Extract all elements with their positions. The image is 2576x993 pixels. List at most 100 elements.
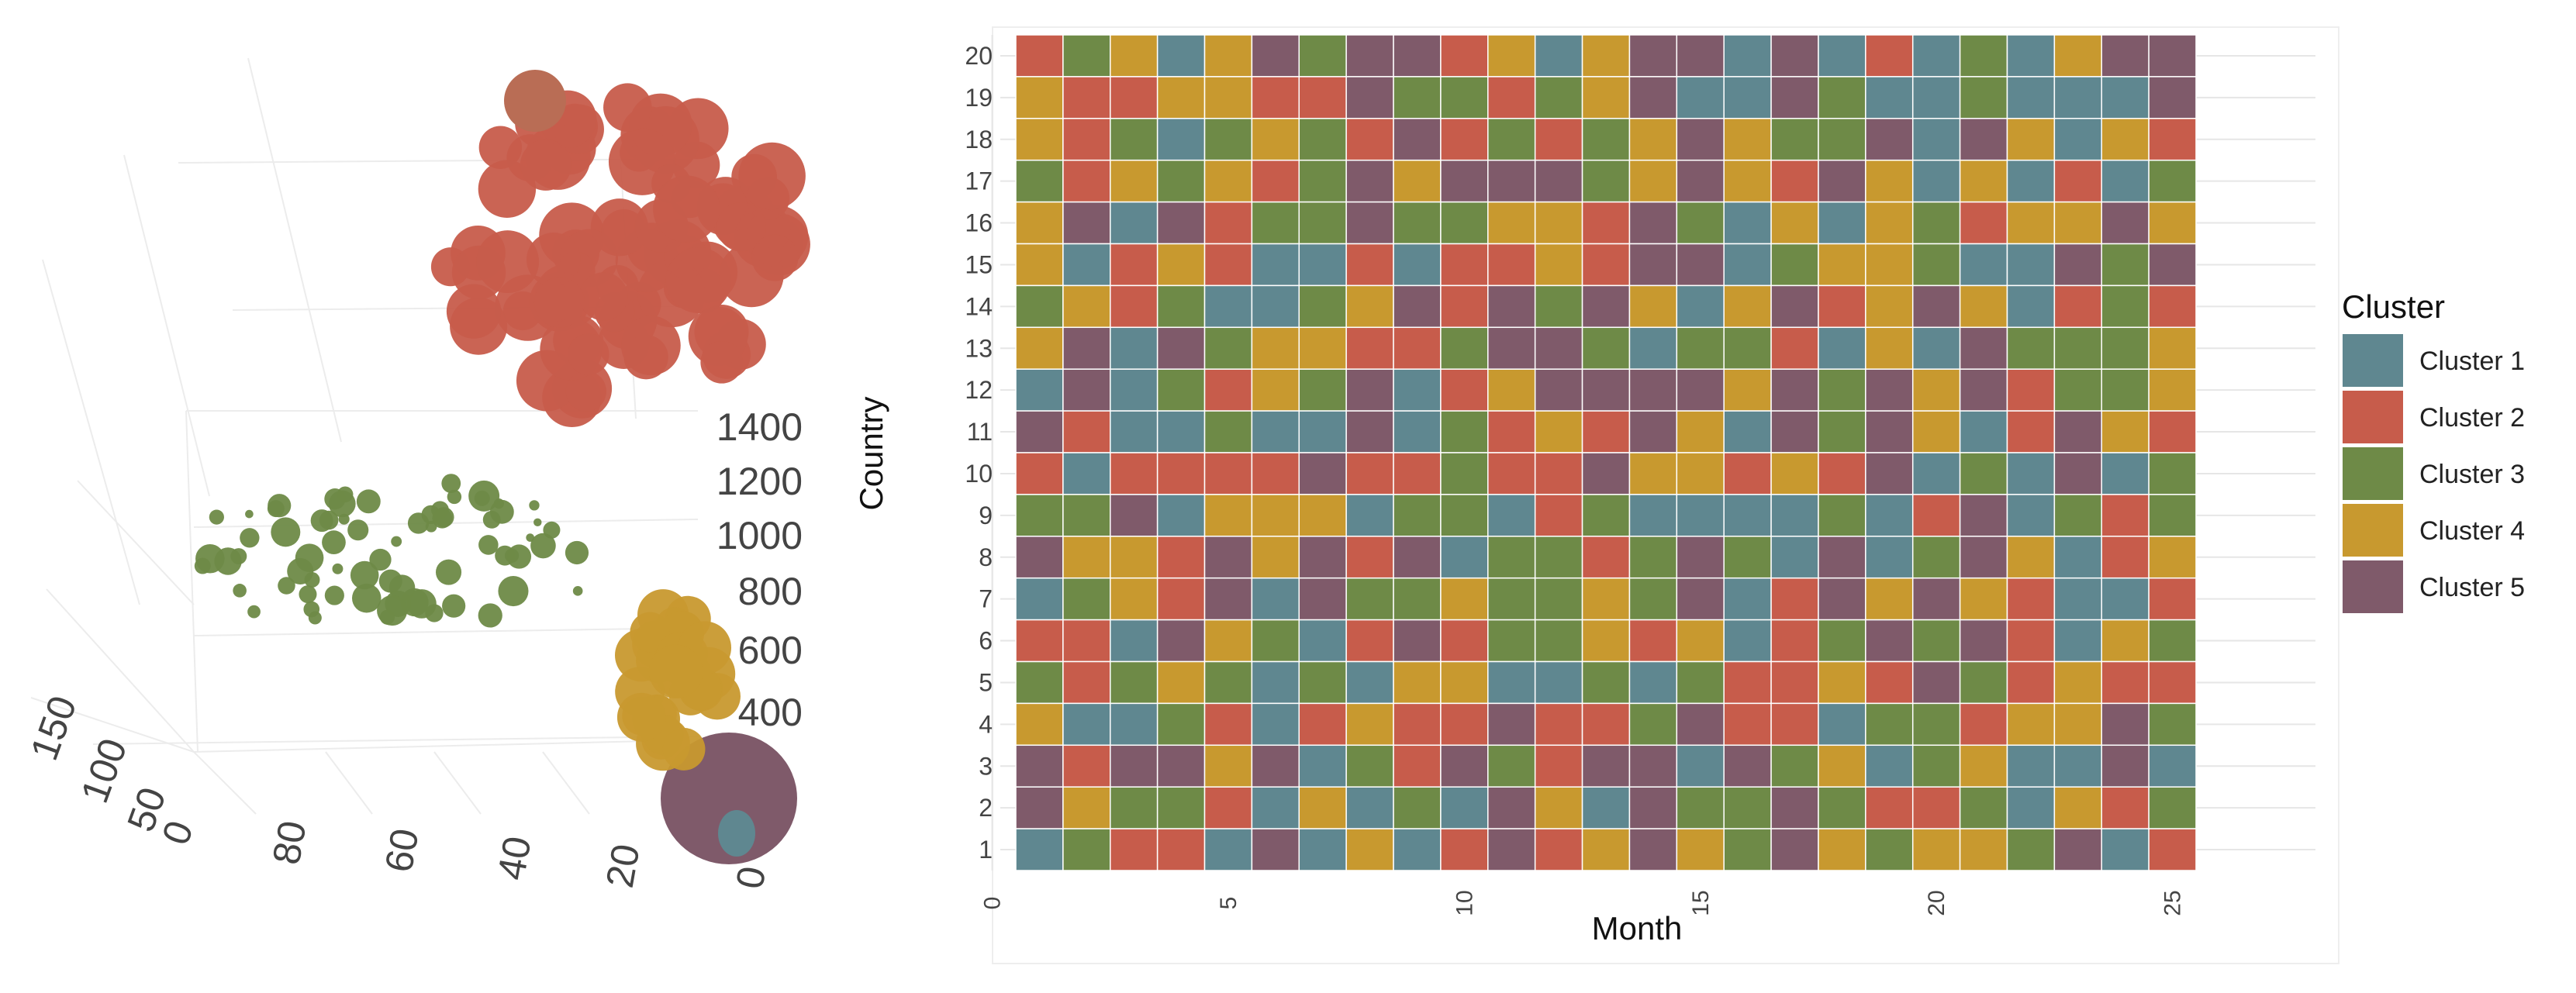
- heatmap-cell: [1110, 284, 1159, 329]
- heatmap-cell: [2148, 786, 2197, 829]
- heatmap-cell: [1581, 744, 1631, 788]
- heatmap-cell: [1581, 828, 1631, 871]
- heatmap-cell: [1015, 786, 1064, 829]
- heatmap-cell: [1723, 828, 1772, 871]
- heatmap-cell: [1534, 284, 1583, 329]
- heatmap-cell: [1156, 243, 1206, 287]
- cluster-3-point: [324, 488, 346, 510]
- y-tick-label: 9: [979, 502, 993, 529]
- y-tick-label: 7: [979, 585, 993, 613]
- heatmap-cell: [1628, 76, 1678, 119]
- heatmap-cell: [2101, 619, 2150, 663]
- heatmap-cell: [1581, 34, 1631, 78]
- heatmap-cell: [1865, 284, 1914, 329]
- heatmap-cell: [1298, 660, 1347, 705]
- heatmap-cell: [1911, 34, 1961, 78]
- heatmap-cell: [2006, 34, 2056, 78]
- heatmap-cell: [1062, 118, 1111, 161]
- heatmap-cell: [1865, 368, 1914, 412]
- cluster-2-point: [568, 333, 609, 375]
- legend-item-label: Cluster 4: [2419, 516, 2525, 546]
- heatmap-cell: [1110, 368, 1159, 412]
- heatmap-cell: [1959, 76, 2008, 119]
- heatmap-cell: [1911, 243, 1961, 287]
- heatmap-cell: [1062, 326, 1111, 370]
- heatmap-cell: [1723, 76, 1772, 119]
- cluster-3-point: [378, 569, 402, 593]
- heatmap-cell: [1959, 744, 2008, 788]
- y-tick-label: 2: [979, 794, 993, 822]
- scatter-axis-c-tick: 400: [738, 691, 803, 734]
- heatmap-cell: [1818, 702, 1866, 746]
- cluster-3-point: [350, 560, 379, 590]
- scatter-gridline: [325, 751, 373, 815]
- heatmap-cell: [2053, 702, 2102, 746]
- heatmap-cell: [1015, 118, 1064, 161]
- cluster-3-point: [230, 548, 247, 565]
- heatmap-cell: [1865, 243, 1914, 287]
- heatmap-cell: [1628, 536, 1678, 579]
- heatmap-cell: [1203, 326, 1253, 370]
- heatmap-cell: [1534, 744, 1583, 788]
- heatmap-cell: [2053, 452, 2102, 495]
- heatmap-cell: [1440, 243, 1489, 287]
- heatmap-cell: [1345, 536, 1394, 579]
- heatmap-cell: [1628, 786, 1678, 829]
- cluster-3-point: [441, 474, 461, 494]
- cluster-3-point: [299, 585, 317, 604]
- heatmap-cell: [2101, 828, 2150, 871]
- heatmap-cell: [1110, 577, 1159, 621]
- heatmap-cell: [1015, 536, 1064, 579]
- cluster-4-point: [616, 692, 666, 742]
- heatmap-cell: [1959, 243, 2008, 287]
- heatmap-cell: [2101, 452, 2150, 495]
- heatmap-cell: [1487, 619, 1536, 663]
- heatmap-cell: [1534, 326, 1583, 370]
- heatmap-cell: [1628, 118, 1678, 161]
- heatmap-cell: [1298, 368, 1347, 412]
- scatter-axis-a-tick: 80: [264, 818, 315, 868]
- heatmap-cell: [1818, 284, 1866, 329]
- heatmap-cell: [1203, 577, 1253, 621]
- heatmap-cell: [1959, 410, 2008, 453]
- heatmap-cell: [2006, 660, 2056, 705]
- heatmap-cell: [2148, 410, 2197, 453]
- heatmap-cell: [2148, 494, 2197, 537]
- heatmap-cell: [1865, 577, 1914, 621]
- cluster-3-point: [468, 480, 500, 512]
- heatmap-cell: [1959, 34, 2008, 78]
- y-tick-label: 13: [965, 334, 993, 362]
- heatmap-cell: [1251, 744, 1300, 788]
- heatmap-cell: [1110, 660, 1159, 705]
- legend-item-label: Cluster 5: [2419, 573, 2525, 602]
- heatmap-cell: [1298, 536, 1347, 579]
- heatmap-cell: [1393, 494, 1442, 537]
- cluster-3-point: [391, 536, 402, 547]
- heatmap-cell: [1581, 577, 1631, 621]
- heatmap-cell: [1534, 368, 1583, 412]
- heatmap-cell: [1911, 619, 1961, 663]
- heatmap-cell: [1959, 326, 2008, 370]
- heatmap-cell: [1723, 494, 1772, 537]
- heatmap-cell: [1203, 34, 1253, 78]
- heatmap-cell: [1015, 494, 1064, 537]
- cluster-3-point: [245, 509, 254, 519]
- heatmap-cell: [1959, 619, 2008, 663]
- heatmap-cell: [1393, 786, 1442, 829]
- heatmap-cell: [2101, 159, 2150, 203]
- heatmap-cell: [2148, 326, 2197, 370]
- heatmap-cell: [1298, 577, 1347, 621]
- heatmap-cell: [1723, 326, 1772, 370]
- heatmap-cell: [1156, 284, 1206, 329]
- heatmap-cell: [1818, 494, 1866, 537]
- heatmap-cell: [1440, 828, 1489, 871]
- cluster-3-point: [356, 489, 381, 514]
- heatmap-cell: [1818, 660, 1866, 705]
- cluster-3-point: [530, 533, 556, 559]
- heatmap-cell: [2053, 201, 2102, 245]
- cluster-2-point: [717, 202, 766, 252]
- heatmap-cell: [1062, 828, 1111, 871]
- scatter-gridline: [42, 259, 140, 605]
- heatmap-cell: [1676, 201, 1725, 245]
- cluster-3-point: [442, 594, 466, 618]
